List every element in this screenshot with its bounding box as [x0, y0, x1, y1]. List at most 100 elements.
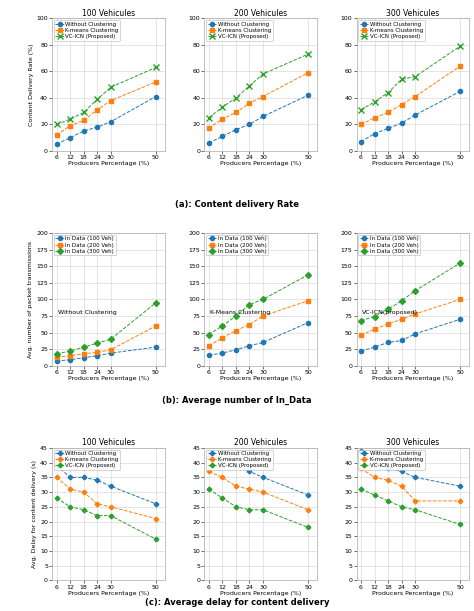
In Data (100 Veh) [54, 357, 60, 365]
In Data (200 Veh) [67, 352, 73, 359]
In Data (200 Veh) [94, 349, 100, 356]
In Data (300 Veh) [219, 322, 225, 329]
Without Clustering [233, 126, 239, 133]
K-means Clustering [54, 131, 60, 139]
In Data (300 Veh) [385, 306, 391, 313]
K-means Clustering [399, 483, 404, 490]
In Data (300 Veh) [206, 331, 212, 338]
In Data (200 Veh) [219, 334, 225, 342]
K-means Clustering [206, 125, 212, 132]
In Data (100 Veh) [153, 343, 159, 351]
Without Clustering [372, 459, 377, 466]
Line: In Data (300 Veh): In Data (300 Veh) [207, 273, 310, 337]
X-axis label: Producers Percentage (%): Producers Percentage (%) [372, 376, 454, 381]
Text: (a): Content delivery Rate: (a): Content delivery Rate [175, 200, 299, 210]
In Data (100 Veh) [67, 356, 73, 364]
K-means Clustering [372, 474, 377, 481]
In Data (100 Veh) [412, 330, 418, 337]
K-means Clustering [358, 121, 364, 128]
K-means Clustering [153, 78, 159, 86]
Without Clustering [260, 113, 266, 120]
K-means Clustering [372, 114, 377, 122]
VC-ICN (Proposed) [372, 491, 377, 499]
VC-ICN (Proposed) [206, 486, 212, 493]
In Data (100 Veh) [94, 352, 100, 359]
Title: 200 Vehicules: 200 Vehicules [234, 438, 287, 447]
In Data (300 Veh) [457, 259, 463, 266]
In Data (100 Veh) [358, 348, 364, 355]
K-means Clustering [412, 93, 418, 100]
K-means Clustering [94, 500, 100, 508]
Line: VC-ICN (Proposed): VC-ICN (Proposed) [206, 51, 311, 120]
VC-ICN (Proposed) [399, 503, 404, 510]
K-means Clustering [385, 109, 391, 116]
Line: VC-ICN (Proposed): VC-ICN (Proposed) [54, 65, 159, 127]
In Data (100 Veh) [399, 337, 404, 344]
Without Clustering [153, 93, 159, 100]
Legend: Without Clustering, K-means Clustering, VC-ICN (Proposed): Without Clustering, K-means Clustering, … [358, 450, 425, 470]
K-means Clustering [358, 465, 364, 472]
In Data (100 Veh) [260, 339, 266, 346]
In Data (200 Veh) [233, 327, 239, 334]
Line: K-means Clustering: K-means Clustering [55, 475, 158, 521]
Without Clustering [206, 139, 212, 147]
Line: K-means Clustering: K-means Clustering [55, 80, 158, 137]
In Data (100 Veh) [372, 343, 377, 351]
VC-ICN (Proposed) [260, 506, 266, 513]
In Data (300 Veh) [412, 287, 418, 295]
K-means Clustering [67, 122, 73, 130]
VC-ICN (Proposed) [94, 95, 100, 103]
Without Clustering [260, 474, 266, 481]
K-means Clustering [206, 468, 212, 475]
Text: (c): Average delay for content delivery: (c): Average delay for content delivery [145, 598, 329, 607]
Text: Without Clustering: Without Clustering [58, 310, 117, 315]
In Data (300 Veh) [94, 340, 100, 347]
Without Clustering [412, 111, 418, 119]
Title: 200 Vehicules: 200 Vehicules [234, 9, 287, 18]
X-axis label: Producers Percentage (%): Producers Percentage (%) [220, 591, 301, 596]
VC-ICN (Proposed) [372, 98, 377, 106]
K-means Clustering [153, 515, 159, 522]
In Data (200 Veh) [412, 310, 418, 318]
VC-ICN (Proposed) [305, 524, 311, 531]
VC-ICN (Proposed) [305, 51, 311, 58]
Line: VC-ICN (Proposed): VC-ICN (Proposed) [358, 43, 463, 112]
In Data (300 Veh) [260, 296, 266, 303]
VC-ICN (Proposed) [108, 84, 114, 91]
In Data (300 Veh) [399, 297, 404, 304]
Line: In Data (100 Veh): In Data (100 Veh) [207, 321, 310, 357]
Line: K-means Clustering: K-means Clustering [207, 71, 310, 131]
In Data (200 Veh) [399, 316, 404, 323]
VC-ICN (Proposed) [219, 103, 225, 111]
K-means Clustering [457, 62, 463, 70]
In Data (200 Veh) [305, 297, 311, 304]
X-axis label: Producers Percentage (%): Producers Percentage (%) [372, 161, 454, 166]
Without Clustering [372, 130, 377, 137]
K-means Clustering [219, 115, 225, 123]
Line: Without Clustering: Without Clustering [359, 448, 462, 488]
VC-ICN (Proposed) [399, 76, 404, 83]
In Data (200 Veh) [372, 326, 377, 333]
VC-ICN (Proposed) [153, 535, 159, 543]
VC-ICN (Proposed) [233, 94, 239, 101]
In Data (100 Veh) [206, 351, 212, 359]
Line: In Data (100 Veh): In Data (100 Veh) [55, 345, 158, 363]
VC-ICN (Proposed) [153, 64, 159, 71]
Without Clustering [412, 474, 418, 481]
VC-ICN (Proposed) [246, 82, 252, 90]
Legend: In Data (100 Veh), In Data (200 Veh), In Data (300 Veh): In Data (100 Veh), In Data (200 Veh), In… [358, 235, 420, 255]
Line: K-means Clustering: K-means Clustering [207, 469, 310, 512]
Legend: Without Clustering, K-means Clustering, VC-ICN (Proposed): Without Clustering, K-means Clustering, … [54, 450, 120, 470]
Legend: In Data (100 Veh), In Data (200 Veh), In Data (300 Veh): In Data (100 Veh), In Data (200 Veh), In… [206, 235, 268, 255]
K-means Clustering [246, 486, 252, 493]
Line: Without Clustering: Without Clustering [55, 464, 158, 506]
Without Clustering [358, 447, 364, 455]
K-means Clustering [108, 503, 114, 510]
VC-ICN (Proposed) [412, 73, 418, 80]
Legend: Without Clustering, K-means Clustering, VC-ICN (Proposed): Without Clustering, K-means Clustering, … [206, 450, 273, 470]
Without Clustering [358, 138, 364, 145]
Without Clustering [94, 123, 100, 131]
VC-ICN (Proposed) [54, 494, 60, 502]
X-axis label: Producers Percentage (%): Producers Percentage (%) [68, 376, 149, 381]
Without Clustering [108, 483, 114, 490]
